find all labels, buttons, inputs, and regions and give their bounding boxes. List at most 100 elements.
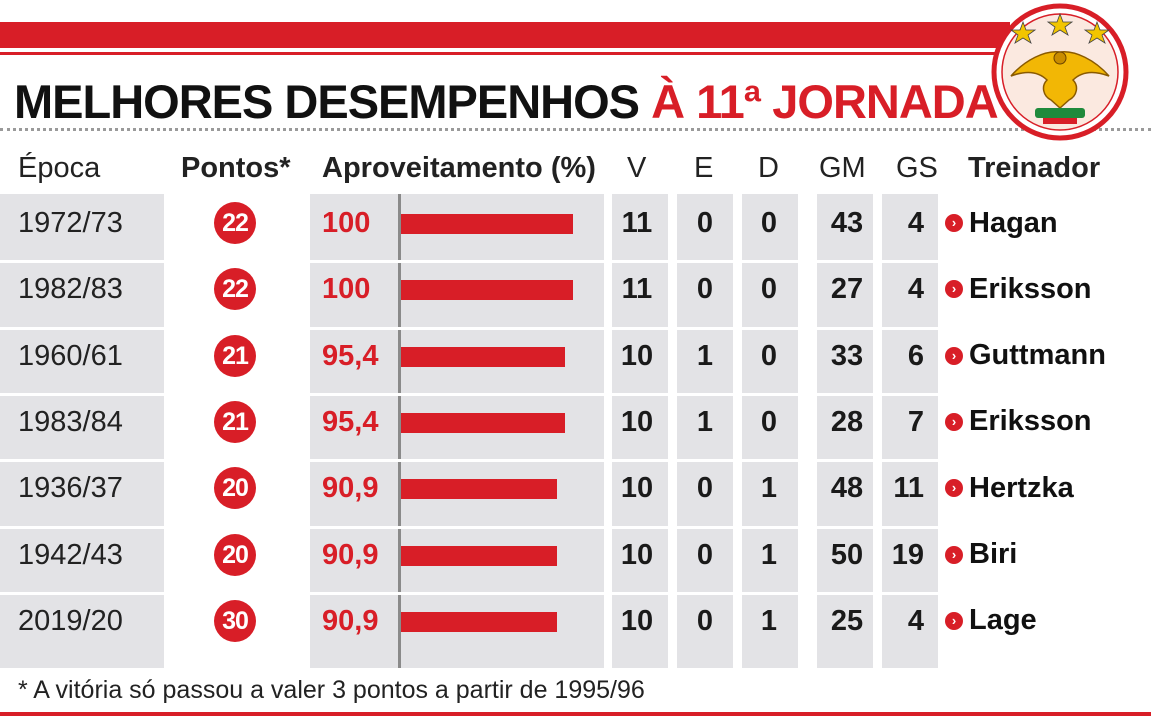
chevron-right-icon: ›: [945, 479, 963, 498]
season-column-bg: [0, 194, 164, 668]
percentage-value: 90,9: [322, 538, 379, 571]
chevron-right-icon: ›: [945, 545, 963, 564]
wins-value: 10: [620, 538, 654, 571]
draws-column-bg: [677, 194, 733, 668]
wins-value: 11: [621, 207, 653, 239]
goals-against-value: 4: [907, 604, 924, 637]
chevron-right-icon: ›: [945, 280, 963, 299]
goals-for-value: 25: [830, 604, 864, 637]
season-value: 1982/83: [18, 273, 123, 306]
draws-value: 0: [696, 538, 714, 571]
percentage-bar: [401, 479, 558, 500]
footnote: * A vitória só passou a valer 3 pontos a…: [18, 676, 645, 704]
header-losses: D: [758, 152, 779, 184]
draws-value: 0: [696, 472, 714, 505]
coach-name: Hertzka: [969, 471, 1074, 504]
points-badge: 21: [214, 334, 256, 377]
losses-value: 0: [760, 405, 778, 438]
coach-name: Guttmann: [969, 339, 1106, 372]
season-value: 1936/37: [18, 472, 123, 505]
season-value: 1983/84: [18, 405, 123, 438]
percentage-bar: [401, 280, 573, 301]
row-separator: [0, 260, 1151, 264]
header-coach: Treinador: [968, 152, 1101, 184]
wins-value: 10: [620, 339, 654, 372]
coach-cell: › Hagan: [945, 203, 1058, 243]
goals-for-column-bg: [817, 194, 873, 668]
coach-cell: › Guttmann: [945, 336, 1106, 376]
wins-value: 10: [620, 604, 654, 637]
goals-against-value: 4: [907, 273, 924, 306]
coach-cell: › Lage: [945, 601, 1037, 641]
draws-value: 1: [696, 405, 714, 438]
row-separator: [0, 392, 1151, 396]
percentage-bar: [401, 545, 558, 566]
coach-cell: › Eriksson: [945, 269, 1092, 309]
losses-value: 0: [760, 273, 778, 306]
coach-cell: › Eriksson: [945, 402, 1092, 442]
draws-value: 0: [696, 207, 714, 239]
wins-value: 11: [621, 273, 653, 306]
season-value: 1942/43: [18, 538, 123, 571]
points-badge: 22: [214, 202, 256, 244]
coach-name: Hagan: [969, 206, 1058, 239]
top-red-bar: [0, 22, 1010, 48]
points-badge: 20: [214, 467, 256, 510]
coach-cell: › Hertzka: [945, 468, 1074, 508]
points-badge: 21: [214, 400, 256, 443]
row-separator: [0, 525, 1151, 529]
percentage-value: 100: [322, 273, 371, 306]
row-separator: [0, 326, 1151, 330]
draws-value: 1: [696, 339, 714, 372]
goals-for-value: 33: [830, 339, 864, 372]
percentage-value: 95,4: [322, 405, 379, 438]
header-percentage: Aproveitamento (%): [322, 152, 596, 184]
chevron-right-icon: ›: [945, 412, 963, 431]
percentage-bar: [401, 412, 566, 433]
goals-for-value: 27: [830, 273, 864, 306]
percentage-value: 100: [322, 207, 371, 239]
percentage-value: 90,9: [322, 604, 379, 637]
coach-name: Eriksson: [969, 405, 1092, 438]
bottom-red-rule: [0, 712, 1151, 716]
draws-value: 0: [696, 604, 714, 637]
losses-value: 1: [760, 538, 778, 571]
goals-for-value: 50: [830, 538, 864, 571]
draws-value: 0: [696, 273, 714, 306]
wins-value: 10: [620, 405, 654, 438]
coach-name: Biri: [969, 538, 1018, 570]
wins-value: 10: [620, 472, 654, 505]
losses-value: 1: [760, 604, 778, 637]
header-goals-for: GM: [819, 152, 866, 184]
header-draws: E: [694, 152, 714, 184]
title-dotted-rule: [0, 128, 1151, 131]
season-value: 2019/20: [18, 604, 123, 637]
row-separator: [0, 459, 1151, 463]
header-season: Época: [18, 152, 101, 184]
chevron-right-icon: ›: [945, 611, 963, 630]
chevron-right-icon: ›: [945, 346, 963, 365]
losses-value: 0: [760, 339, 778, 372]
coach-name: Eriksson: [969, 272, 1092, 305]
losses-value: 1: [760, 472, 778, 505]
bar-axis: [398, 194, 401, 668]
percentage-value: 90,9: [322, 472, 379, 505]
eagle-crest-icon: [991, 3, 1129, 141]
season-value: 1972/73: [18, 207, 123, 239]
percentage-bar: [401, 214, 573, 234]
coach-cell: › Biri: [945, 535, 1017, 575]
points-badge: 22: [214, 268, 256, 311]
row-separator: [0, 591, 1151, 595]
points-badge: 20: [214, 533, 256, 576]
title-accent: À 11ª JORNADA: [651, 75, 999, 128]
goals-against-column-bg: [882, 194, 938, 668]
goals-against-value: 4: [907, 207, 924, 239]
points-badge: 30: [214, 599, 256, 642]
header-wins: V: [627, 152, 647, 184]
chart-title: MELHORES DESEMPENHOS À 11ª JORNADA: [14, 74, 999, 129]
goals-against-value: 19: [891, 538, 924, 571]
percentage-bar: [401, 346, 566, 367]
goals-against-value: 7: [907, 405, 924, 438]
title-main: MELHORES DESEMPENHOS: [14, 75, 640, 128]
goals-against-value: 6: [907, 339, 924, 372]
